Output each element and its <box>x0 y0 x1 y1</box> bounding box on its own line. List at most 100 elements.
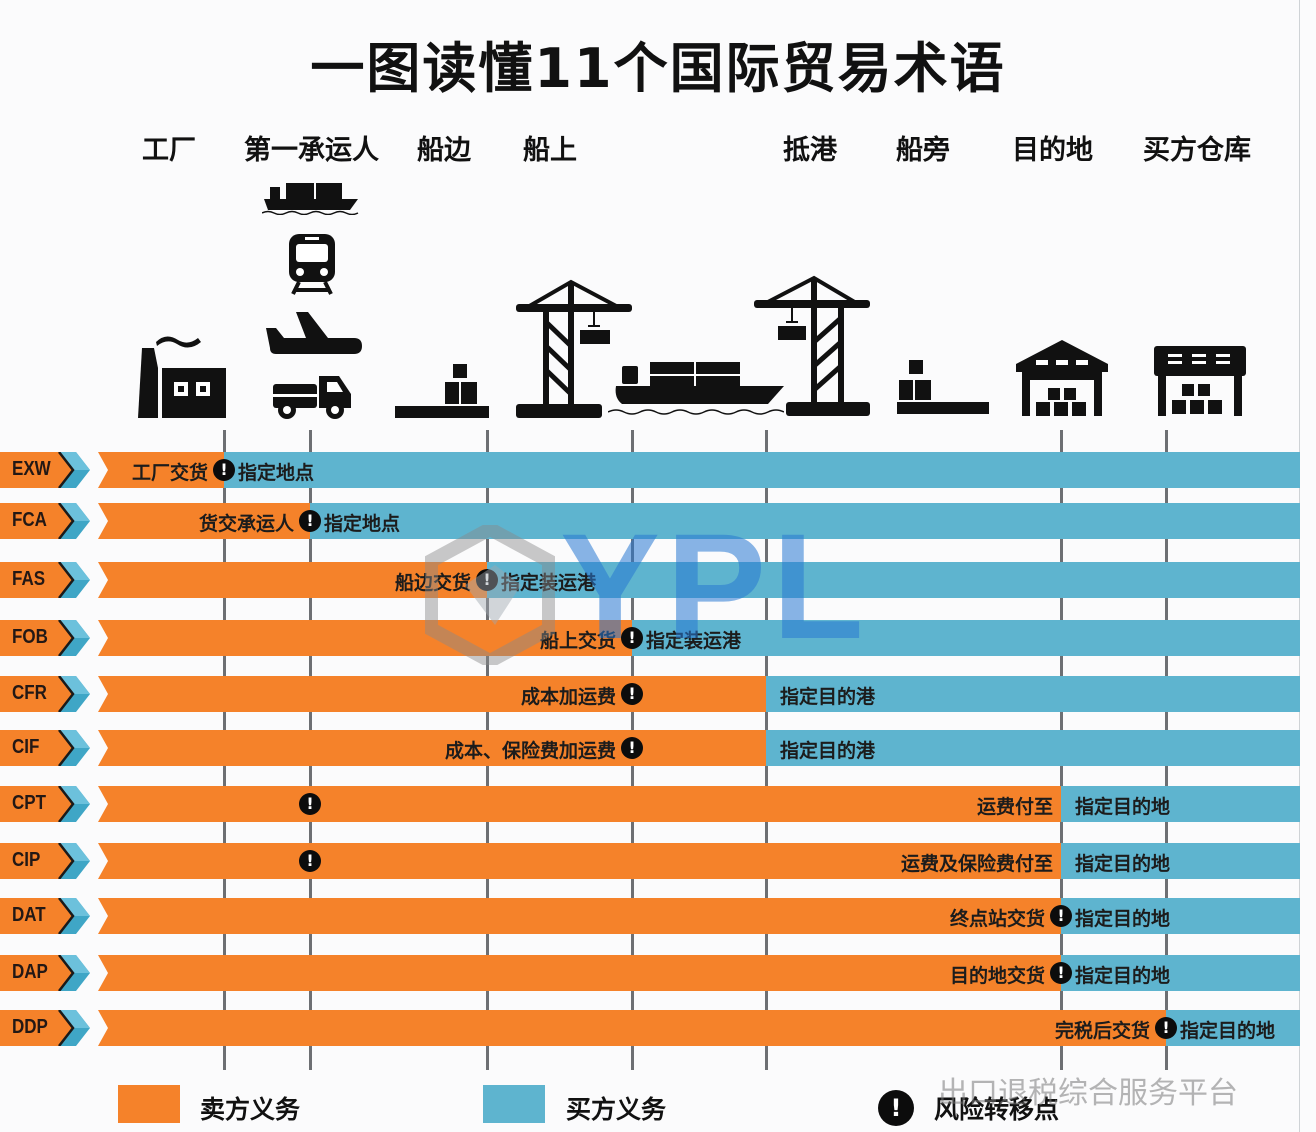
buyer-obligation-bar <box>1061 786 1300 822</box>
term-code-badge: FAS <box>0 562 70 598</box>
seller-obligation-bar <box>98 1010 1166 1046</box>
term-code: DAP <box>12 961 48 983</box>
term-row-fca: FCA 货交承运人 指定地点 ! <box>0 503 1300 539</box>
legend-seller-swatch <box>118 1085 180 1123</box>
stage-label: 船边 <box>417 135 471 166</box>
buyer-obligation-bar <box>632 620 1300 656</box>
legend-buyer-label: 买方义务 <box>566 1095 667 1124</box>
term-row-cfr: CFR 成本加运费 指定目的港 ! <box>0 676 1300 712</box>
term-code-badge: DAP <box>0 955 70 991</box>
term-code: CFR <box>12 682 47 704</box>
buyer-term-label: 指定目的地 <box>1180 1020 1276 1042</box>
term-row-dap: DAP 目的地交货 指定目的地 ! <box>0 955 1300 991</box>
term-row-fob: FOB 船上交货 指定装运港 ! <box>0 620 1300 656</box>
buyer-obligation-bar <box>766 676 1300 712</box>
chevron-right-icon <box>56 452 90 488</box>
seller-obligation-bar <box>98 730 766 766</box>
term-code-badge: FCA <box>0 503 70 539</box>
seller-term-label: 货交承运人 <box>198 513 294 535</box>
buyer-term-label: 指定地点 <box>238 462 315 484</box>
seller-term-label: 完税后交货 <box>1054 1020 1150 1042</box>
risk-transfer-icon: ! <box>621 737 643 759</box>
factory-icon <box>138 336 226 418</box>
buyer-obligation-bar <box>224 452 1300 488</box>
buyer-term-label: 指定地点 <box>324 513 401 535</box>
airplane-icon <box>266 312 362 354</box>
buyer-obligation-bar <box>766 730 1300 766</box>
risk-transfer-icon: ! <box>213 459 235 481</box>
stage-label: 目的地 <box>1012 135 1093 166</box>
watermark-logo-icon <box>425 525 555 665</box>
term-code-badge: CIP <box>0 843 70 879</box>
train-icon <box>289 234 335 295</box>
chevron-right-icon <box>56 503 90 539</box>
term-code-badge: DDP <box>0 1010 70 1046</box>
seller-term-label: 成本、保险费加运费 <box>444 740 616 762</box>
buyer-term-label: 指定装运港 <box>646 630 742 652</box>
legend-risk-label: 风险转移点 <box>934 1095 1060 1124</box>
seller-term-label: 目的地交货 <box>949 965 1045 987</box>
buyer-term-label: 指定目的地 <box>1075 796 1171 818</box>
term-code-badge: EXW <box>0 452 70 488</box>
buyer-obligation-bar <box>1166 1010 1300 1046</box>
port-crane-icon <box>754 275 870 416</box>
buyer-obligation-bar <box>1061 898 1300 934</box>
seller-term-label: 船上交货 <box>539 630 616 652</box>
term-code: FAS <box>12 568 46 590</box>
term-code: DAT <box>12 904 46 926</box>
watermark-text: YPL <box>560 502 870 670</box>
risk-transfer-icon: ! <box>1155 1017 1177 1039</box>
risk-transfer-icon: ! <box>621 627 643 649</box>
stage-label: 工厂 <box>142 135 196 166</box>
chevron-right-icon <box>56 898 90 934</box>
term-code: FCA <box>12 509 47 531</box>
chevron-right-icon <box>56 620 90 656</box>
risk-transfer-icon: ! <box>299 793 321 815</box>
chevron-right-icon <box>56 562 90 598</box>
buyer-term-label: 指定目的地 <box>1075 965 1171 987</box>
seller-term-label: 工厂交货 <box>131 462 208 484</box>
buyer-term-label: 指定目的地 <box>1075 853 1171 875</box>
term-code: CPT <box>12 792 46 814</box>
seller-term-label: 终点站交货 <box>949 908 1045 930</box>
page-title: 一图读懂11个国际贸易术语 <box>310 37 1006 100</box>
container-ship-icon <box>262 183 359 215</box>
buyer-term-label: 指定目的港 <box>780 686 876 708</box>
seller-obligation-bar <box>98 452 224 488</box>
buyer-term-label: 指定装运港 <box>501 572 597 594</box>
seller-term-label: 成本加运费 <box>520 686 616 708</box>
term-row-cip: CIP 运费及保险费付至 指定目的地 ! <box>0 843 1300 879</box>
pallet-boxes-icon <box>395 364 489 418</box>
legend-buyer-swatch <box>483 1085 545 1123</box>
chevron-right-icon <box>56 786 90 822</box>
stage-label: 抵港 <box>783 135 837 166</box>
risk-transfer-icon: ! <box>1050 905 1072 927</box>
term-code-badge: FOB <box>0 620 70 656</box>
buyer-warehouse-icon <box>1154 346 1246 416</box>
seller-term-label: 运费及保险费付至 <box>900 853 1053 875</box>
term-code-badge: DAT <box>0 898 70 934</box>
container-ship-icon <box>608 362 784 415</box>
chevron-right-icon <box>56 955 90 991</box>
term-code: CIF <box>12 736 40 758</box>
seller-term-label: 船边交货 <box>394 572 471 594</box>
truck-icon <box>273 376 351 419</box>
term-code-badge: CPT <box>0 786 70 822</box>
seller-term-label: 运费付至 <box>976 796 1053 818</box>
chevron-right-icon <box>56 1010 90 1046</box>
risk-transfer-icon: ! <box>299 850 321 872</box>
footer-watermark: 出口退税综合服务平台 <box>938 1076 1238 1111</box>
buyer-obligation-bar <box>1061 955 1300 991</box>
term-code: DDP <box>12 1016 48 1038</box>
seller-obligation-bar <box>98 620 632 656</box>
port-crane-icon <box>516 279 632 418</box>
stage-label: 船上 <box>523 135 577 166</box>
buyer-obligation-bar <box>310 503 1300 539</box>
term-row-cpt: CPT 运费付至 指定目的地 ! <box>0 786 1300 822</box>
term-row-exw: EXW 工厂交货 指定地点 ! <box>0 452 1300 488</box>
term-row-dat: DAT 终点站交货 指定目的地 ! <box>0 898 1300 934</box>
seller-obligation-bar <box>98 955 1061 991</box>
risk-transfer-icon: ! <box>1050 962 1072 984</box>
legend-seller-label: 卖方义务 <box>200 1095 301 1124</box>
buyer-term-label: 指定目的地 <box>1075 908 1171 930</box>
